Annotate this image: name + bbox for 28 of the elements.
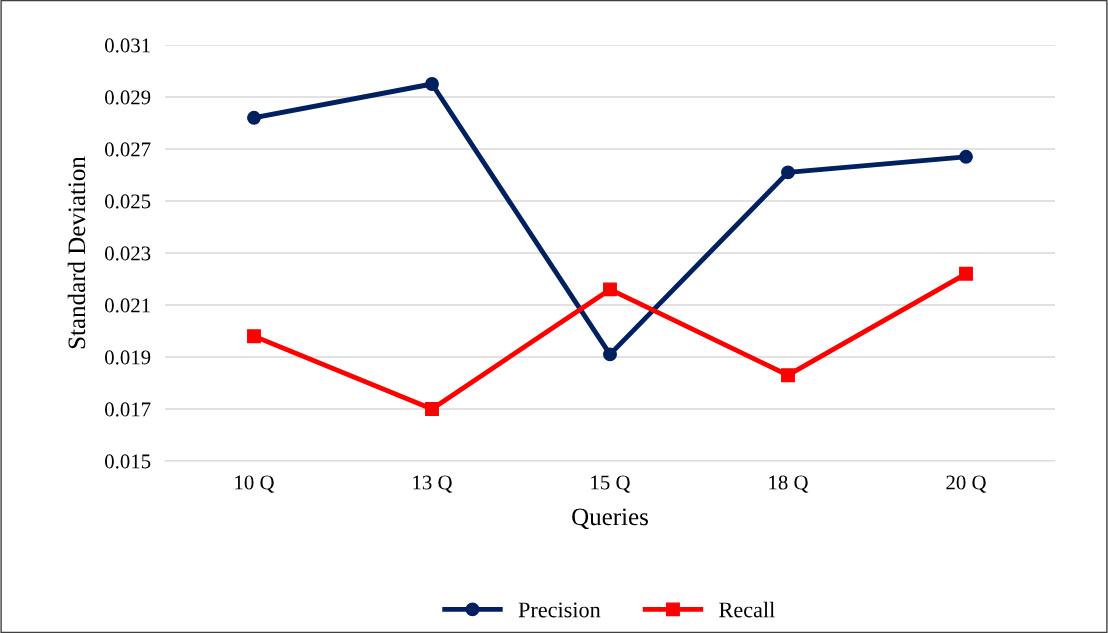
point [781, 165, 795, 180]
point [247, 329, 261, 344]
y-tick-label: 0.019 [105, 350, 151, 365]
x-tick-label: 13 Q [413, 475, 453, 493]
point [247, 110, 261, 125]
y-tick-label: 0.021 [105, 298, 150, 313]
point [603, 347, 617, 362]
x-tick-label: 20 Q [946, 475, 987, 493]
point [959, 149, 973, 164]
x-tick-label: 18 Q [769, 475, 809, 493]
y-tick-label: 0.025 [105, 194, 151, 209]
point [425, 77, 439, 91]
point [781, 368, 795, 383]
point [959, 266, 973, 281]
y-tick-label: 0.015 [105, 454, 151, 469]
y-tick-label: 0.027 [105, 142, 151, 157]
y-axis-title: Standard Deviation [67, 156, 86, 349]
point [425, 402, 439, 416]
point [603, 282, 617, 297]
x-tick-label: 15 Q [591, 475, 631, 493]
y-tick-label: 0.017 [105, 402, 151, 417]
x-axis-title: Queries [572, 508, 648, 530]
legend-label: Precision [518, 602, 601, 618]
x-tick-label: 10 Q [235, 475, 275, 493]
y-tick-label: 0.023 [105, 246, 151, 261]
y-tick-label: 0.031 [105, 38, 150, 53]
legend-label: Recall [719, 601, 775, 618]
y-tick-label: 0.029 [105, 90, 151, 105]
